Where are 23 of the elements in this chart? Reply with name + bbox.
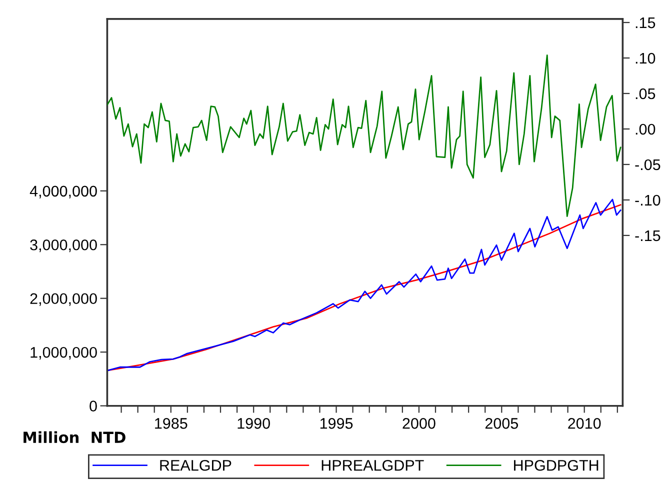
line-series [107, 54, 622, 217]
y2-tick-label: -.05 [635, 159, 660, 170]
y2-tick-label: .05 [636, 88, 656, 100]
y-tick-label: 1,000,000 [30, 346, 97, 360]
x-tick-label: 1995 [320, 418, 353, 429]
y2-tick-label: -.15 [635, 230, 660, 242]
legend-label: HPGDPGTH [514, 460, 598, 471]
y2-tick-label: .10 [636, 52, 656, 64]
y2-tick-label: -.10 [635, 194, 660, 206]
y2-tick-label: .00 [636, 124, 656, 135]
x-tick-label: 2000 [402, 418, 436, 429]
legend-label: REALGDP [160, 460, 232, 471]
legend-label: HPREALGDPT [322, 460, 424, 471]
y-tick-label: 2,000,000 [30, 293, 97, 306]
y-axis-title: Million NTD [24, 431, 126, 444]
y-tick-label: 3,000,000 [30, 239, 97, 252]
x-tick-label: 2005 [485, 418, 518, 429]
x-tick-label: 2010 [568, 418, 601, 429]
x-tick-label: 1990 [238, 418, 270, 429]
y2-tick-label: .15 [636, 18, 656, 28]
y-tick-label: 4,000,000 [30, 186, 97, 198]
x-tick-label: 1985 [155, 418, 188, 429]
y-tick-label: 0 [90, 400, 97, 412]
